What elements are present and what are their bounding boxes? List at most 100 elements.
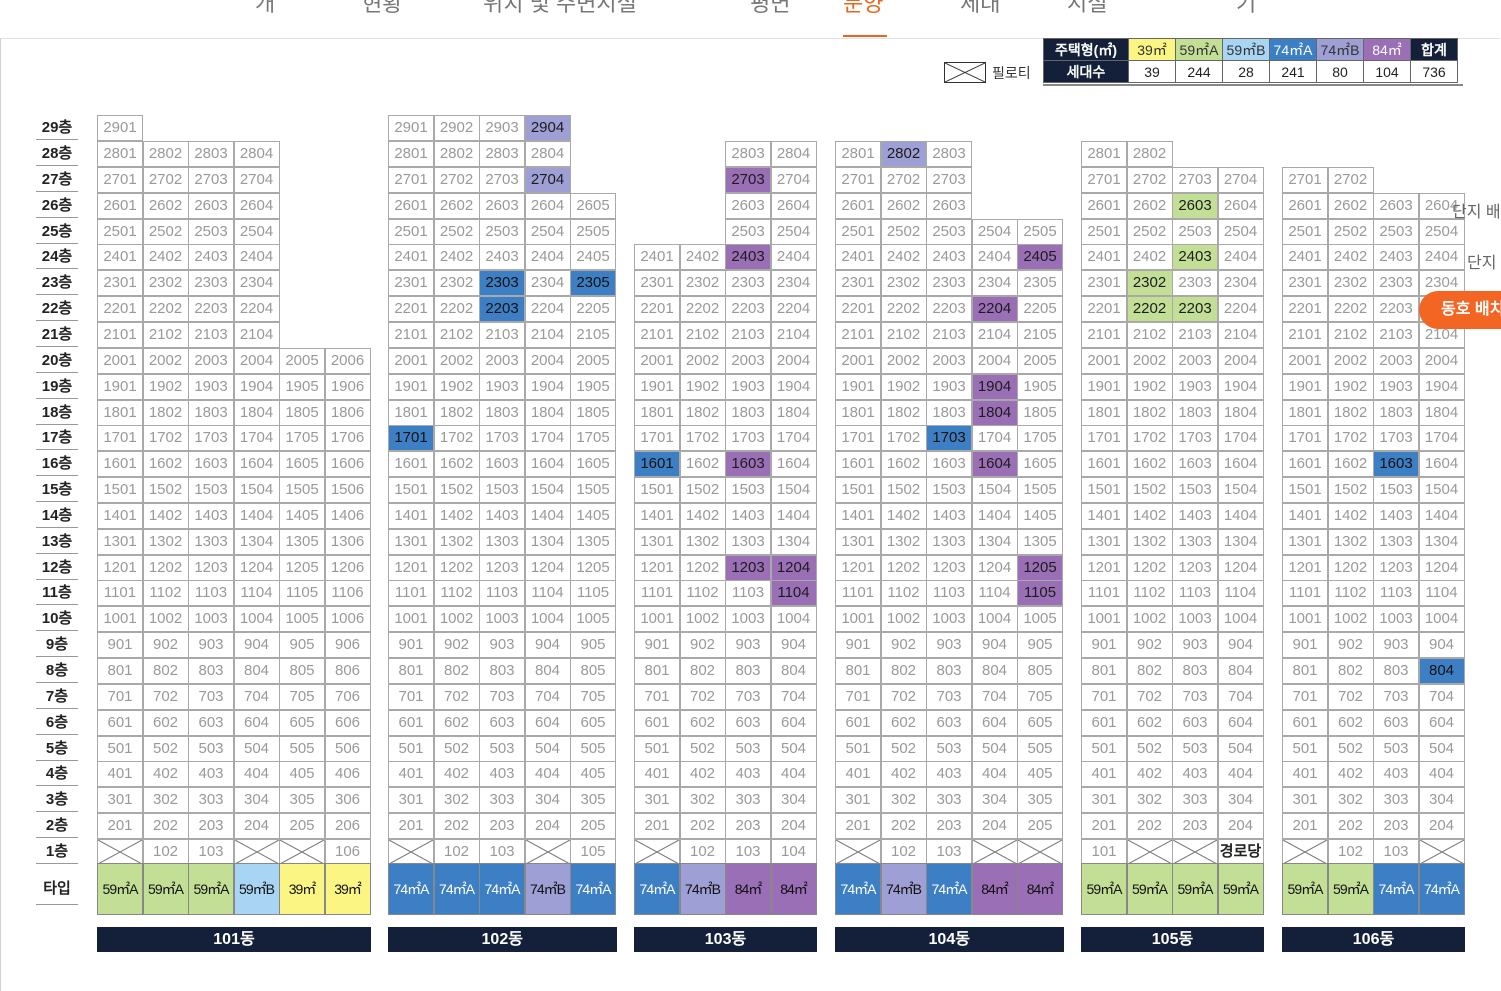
unit-cell[interactable]: 304 bbox=[1418, 787, 1465, 814]
unit-cell[interactable]: 1801 bbox=[835, 399, 881, 426]
unit-cell[interactable]: 1504 bbox=[1418, 477, 1465, 504]
unit-cell[interactable]: 804 bbox=[770, 658, 817, 684]
unit-cell[interactable]: 505 bbox=[279, 735, 325, 762]
unit-cell[interactable]: 2701 bbox=[1081, 166, 1127, 193]
unit-cell[interactable]: 2103 bbox=[188, 321, 234, 348]
unit-cell[interactable]: 2504 bbox=[971, 218, 1018, 245]
unit-cell[interactable]: 1901 bbox=[1081, 373, 1127, 400]
unit-cell[interactable]: 1102 bbox=[1126, 580, 1173, 607]
unit-cell[interactable]: 2602 bbox=[433, 192, 480, 219]
unit-cell[interactable]: 201 bbox=[97, 813, 143, 840]
unit-cell[interactable]: 603 bbox=[1172, 709, 1218, 736]
unit-cell[interactable]: 402 bbox=[1126, 761, 1173, 788]
unit-cell[interactable]: 1201 bbox=[388, 554, 434, 581]
unit-cell[interactable]: 1903 bbox=[1373, 373, 1419, 400]
unit-cell[interactable]: 701 bbox=[1282, 683, 1328, 710]
unit-cell[interactable]: 1505 bbox=[279, 477, 325, 504]
unit-cell[interactable]: 305 bbox=[279, 787, 325, 814]
unit-cell[interactable]: 304 bbox=[1217, 787, 1264, 814]
unit-cell[interactable]: 602 bbox=[880, 709, 927, 736]
unit-cell[interactable]: 2201 bbox=[634, 296, 680, 323]
unit-cell[interactable]: 2001 bbox=[1081, 347, 1127, 374]
unit-cell[interactable]: 1001 bbox=[388, 606, 434, 633]
unit-cell[interactable]: 603 bbox=[188, 709, 234, 736]
unit-cell[interactable]: 705 bbox=[1017, 683, 1063, 710]
unit-cell[interactable]: 1303 bbox=[1172, 528, 1218, 555]
unit-cell[interactable]: 2102 bbox=[880, 321, 927, 348]
unit-cell[interactable]: 903 bbox=[479, 632, 525, 659]
unit-cell[interactable]: 1401 bbox=[97, 502, 143, 529]
unit-cell[interactable]: 1804 bbox=[1418, 399, 1465, 426]
unit-cell[interactable]: 2403 bbox=[479, 244, 525, 271]
unit-cell[interactable]: 1802 bbox=[1327, 399, 1374, 426]
unit-cell[interactable]: 2703 bbox=[188, 166, 234, 193]
unit-cell[interactable]: 1603 bbox=[1373, 451, 1419, 478]
unit-cell[interactable]: 204 bbox=[1217, 813, 1264, 840]
unit-cell[interactable]: 1203 bbox=[1172, 554, 1218, 581]
unit-cell[interactable]: 1906 bbox=[324, 373, 371, 400]
unit-cell[interactable]: 1506 bbox=[324, 477, 371, 504]
unit-cell[interactable]: 2203 bbox=[188, 296, 234, 323]
unit-cell[interactable]: 1904 bbox=[971, 373, 1018, 400]
unit-cell[interactable]: 803 bbox=[725, 658, 771, 684]
unit-cell[interactable]: 1602 bbox=[1327, 451, 1374, 478]
unit-cell[interactable]: 403 bbox=[1373, 761, 1419, 788]
unit-cell[interactable]: 1705 bbox=[570, 425, 616, 452]
unit-cell[interactable]: 2303 bbox=[479, 270, 525, 297]
unit-cell[interactable]: 304 bbox=[971, 787, 1018, 814]
unit-cell[interactable]: 804 bbox=[524, 658, 571, 684]
unit-cell[interactable]: 1703 bbox=[1172, 425, 1218, 452]
unit-cell[interactable]: 2002 bbox=[1327, 347, 1374, 374]
building-label[interactable]: 104동 bbox=[835, 927, 1064, 952]
unit-cell[interactable]: 1003 bbox=[926, 606, 972, 633]
unit-cell[interactable]: 501 bbox=[634, 735, 680, 762]
unit-cell[interactable]: 1404 bbox=[524, 502, 571, 529]
unit-cell[interactable]: 2006 bbox=[324, 347, 371, 374]
unit-cell[interactable]: 1804 bbox=[233, 399, 280, 426]
unit-cell[interactable]: 2601 bbox=[388, 192, 434, 219]
unit-cell[interactable]: 2202 bbox=[679, 296, 726, 323]
unit-cell[interactable]: 1503 bbox=[188, 477, 234, 504]
unit-cell[interactable]: 401 bbox=[634, 761, 680, 788]
unit-cell[interactable]: 1204 bbox=[1418, 554, 1465, 581]
unit-cell[interactable]: 2302 bbox=[1126, 270, 1173, 297]
unit-cell[interactable]: 1701 bbox=[388, 425, 434, 452]
unit-cell[interactable]: 403 bbox=[926, 761, 972, 788]
unit-cell[interactable]: 1703 bbox=[926, 425, 972, 452]
unit-cell[interactable]: 1505 bbox=[570, 477, 616, 504]
unit-cell[interactable]: 1501 bbox=[634, 477, 680, 504]
unit-cell[interactable]: 1004 bbox=[524, 606, 571, 633]
unit-cell[interactable]: 2803 bbox=[188, 141, 234, 167]
unit-cell[interactable]: 1204 bbox=[524, 554, 571, 581]
unit-cell[interactable]: 2604 bbox=[1418, 192, 1465, 219]
unit-cell[interactable]: 1701 bbox=[1081, 425, 1127, 452]
unit-cell[interactable]: 1101 bbox=[835, 580, 881, 607]
unit-cell[interactable]: 2802 bbox=[1126, 141, 1173, 167]
unit-cell[interactable]: 1902 bbox=[1327, 373, 1374, 400]
unit-cell[interactable]: 2401 bbox=[1282, 244, 1328, 271]
unit-cell[interactable]: 903 bbox=[725, 632, 771, 659]
unit-cell[interactable]: 702 bbox=[880, 683, 927, 710]
unit-cell[interactable]: 902 bbox=[1327, 632, 1374, 659]
unit-cell[interactable]: 1205 bbox=[570, 554, 616, 581]
unit-cell[interactable]: 1304 bbox=[1418, 528, 1465, 555]
unit-cell[interactable]: 2005 bbox=[570, 347, 616, 374]
unit-cell[interactable]: 1201 bbox=[97, 554, 143, 581]
unit-cell[interactable]: 1702 bbox=[880, 425, 927, 452]
unit-cell[interactable]: 1602 bbox=[433, 451, 480, 478]
unit-cell[interactable]: 2004 bbox=[524, 347, 571, 374]
unit-cell[interactable]: 2802 bbox=[142, 141, 189, 167]
unit-cell[interactable]: 2603 bbox=[926, 192, 972, 219]
unit-cell[interactable]: 504 bbox=[524, 735, 571, 762]
unit-cell[interactable]: 2101 bbox=[1081, 321, 1127, 348]
unit-cell[interactable]: 1601 bbox=[1081, 451, 1127, 478]
unit-cell[interactable]: 1501 bbox=[388, 477, 434, 504]
unit-cell[interactable]: 1002 bbox=[880, 606, 927, 633]
unit-cell[interactable]: 2603 bbox=[1373, 192, 1419, 219]
unit-cell[interactable]: 904 bbox=[524, 632, 571, 659]
unit-cell[interactable]: 2903 bbox=[479, 115, 525, 141]
unit-cell[interactable]: 2201 bbox=[835, 296, 881, 323]
unit-cell[interactable]: 1805 bbox=[570, 399, 616, 426]
unit-cell[interactable]: 2404 bbox=[1418, 244, 1465, 271]
unit-cell[interactable]: 2201 bbox=[388, 296, 434, 323]
